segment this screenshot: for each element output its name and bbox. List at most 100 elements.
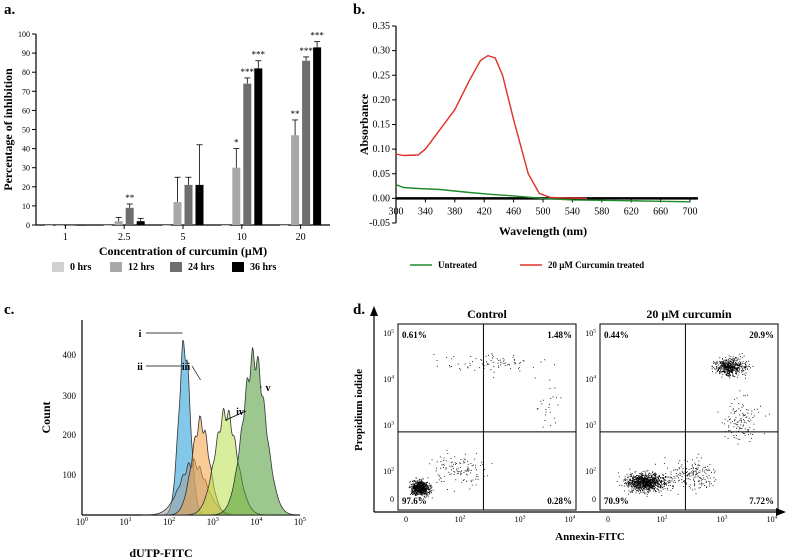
quadrant-value-lr: 7.72% bbox=[749, 496, 774, 506]
y-tick-label: -0.05 bbox=[369, 218, 390, 229]
plot-title: Control bbox=[467, 307, 507, 321]
y-tick-label: 200 bbox=[63, 430, 77, 440]
line-chart-absorbance: -0.05 0.00 0.05 0.10 0.15 0.20 0.25 0.30 0.35 300… bbox=[350, 0, 787, 290]
x-axis-title: Concentration of curcumin (µM) bbox=[99, 244, 267, 258]
x-tick-label: 300 bbox=[389, 206, 404, 217]
y-tick-label: 300 bbox=[63, 391, 77, 401]
significance-label: ** bbox=[291, 109, 301, 119]
x-tick-label: 580 bbox=[594, 206, 609, 217]
x-tick-label: 0 bbox=[404, 515, 408, 524]
y-tick-label: 0.10 bbox=[373, 144, 391, 155]
bar bbox=[78, 225, 86, 226]
y-tick-label: 0.25 bbox=[373, 70, 391, 81]
significance-label: *** bbox=[252, 50, 266, 60]
peak-label: v bbox=[266, 383, 271, 394]
scatter-annexin-pi: Propidium iodide Annexin-FITC Control 0.61%… bbox=[350, 300, 787, 559]
y-tick-label: 20 bbox=[22, 183, 30, 192]
quadrant-value-ul: 0.61% bbox=[402, 330, 427, 340]
x-tick-label: 620 bbox=[624, 206, 639, 217]
y-axis-title: Absorbance bbox=[357, 93, 371, 155]
y-tick-label: 0 bbox=[26, 221, 30, 230]
significance-label: ** bbox=[125, 193, 135, 203]
x-axis-title: dUTP-FITC bbox=[129, 546, 192, 559]
x-tick-label: 340 bbox=[418, 206, 433, 217]
x-tick-label: 500 bbox=[536, 206, 551, 217]
significance-label: *** bbox=[310, 31, 324, 41]
peak-label: i bbox=[139, 329, 142, 340]
x-tick-label: 102 bbox=[163, 516, 175, 527]
y-axis-title: Percentage of inhibition bbox=[1, 68, 15, 191]
bar bbox=[254, 68, 262, 225]
y-tick-label: 0.20 bbox=[373, 95, 391, 106]
y-tick-label: 104 bbox=[585, 374, 596, 384]
x-tick-label: 104 bbox=[565, 514, 576, 524]
scatter-points bbox=[409, 353, 562, 498]
y-tick-label: 0.35 bbox=[373, 21, 391, 32]
x-tick-label: 5 bbox=[181, 232, 186, 243]
y-tick-label: 102 bbox=[585, 466, 596, 476]
legend-label: 24 hrs bbox=[188, 262, 215, 273]
legend-swatch bbox=[110, 262, 122, 272]
bar bbox=[163, 225, 171, 226]
x-tick-label: 103 bbox=[207, 516, 219, 527]
y-tick-label: 0.15 bbox=[373, 120, 391, 131]
bar bbox=[174, 202, 182, 225]
bar bbox=[313, 47, 321, 225]
x-axis-title: Wavelength (nm) bbox=[499, 224, 587, 238]
bar-chart-inhibition: 01020304050607080901001 2.5**5 10*******20… bbox=[0, 0, 350, 290]
bar bbox=[291, 135, 299, 225]
legend-swatch bbox=[170, 262, 182, 272]
y-axis-title: Propidium iodide bbox=[353, 369, 365, 451]
x-tick-label: 100 bbox=[76, 516, 88, 527]
plot-frame bbox=[600, 324, 778, 510]
y-tick-label: 0.05 bbox=[373, 169, 391, 180]
y-tick-label: 70 bbox=[22, 87, 30, 96]
legend-label: 20 µM Curcumin treated bbox=[548, 260, 644, 270]
quadrant-value-ul: 0.44% bbox=[604, 330, 629, 340]
bar bbox=[126, 208, 134, 225]
x-tick-label: 104 bbox=[250, 516, 263, 527]
plot-frame bbox=[398, 324, 576, 510]
y-tick-label: 90 bbox=[22, 49, 30, 58]
y-tick-label: 60 bbox=[22, 106, 30, 115]
y-tick-label: 400 bbox=[63, 350, 77, 360]
y-tick-label: 0.30 bbox=[373, 46, 391, 57]
y-axis-title: Count bbox=[39, 401, 53, 433]
x-tick-label: 105 bbox=[294, 516, 306, 527]
y-tick-label: 103 bbox=[585, 420, 596, 430]
x-tick-label: 102 bbox=[455, 514, 466, 524]
quadrant-value-ll: 70.9% bbox=[604, 496, 629, 506]
peak-label-leader bbox=[192, 366, 201, 380]
bar bbox=[56, 225, 64, 226]
bar bbox=[104, 225, 112, 226]
y-tick-label: 104 bbox=[383, 374, 394, 384]
peak-label: ii bbox=[137, 362, 143, 373]
bar bbox=[115, 221, 123, 225]
bar bbox=[67, 225, 75, 226]
quadrant-value-lr: 0.28% bbox=[547, 496, 572, 506]
bar bbox=[185, 185, 193, 225]
significance-label: *** bbox=[241, 67, 255, 77]
bar bbox=[137, 221, 145, 225]
legend-swatch bbox=[232, 262, 244, 272]
y-tick-label: 100 bbox=[18, 30, 30, 39]
quadrant-value-ur: 20.9% bbox=[749, 330, 774, 340]
peak-label: iii bbox=[182, 362, 191, 373]
quadrant-value-ur: 1.48% bbox=[547, 330, 572, 340]
legend-label: 36 hrs bbox=[250, 262, 277, 273]
y-tick-label: 10 bbox=[22, 202, 30, 211]
x-tick-label: 103 bbox=[717, 514, 728, 524]
bar bbox=[221, 225, 229, 226]
legend-swatch bbox=[52, 262, 64, 272]
bar bbox=[196, 185, 204, 225]
y-tick-label: 50 bbox=[22, 126, 30, 135]
quadrant-value-ll: 97.6% bbox=[402, 496, 427, 506]
scatter-points bbox=[617, 353, 770, 497]
bar bbox=[243, 84, 251, 225]
bar bbox=[302, 61, 310, 225]
y-tick-label: 80 bbox=[22, 68, 30, 77]
bar bbox=[232, 168, 240, 225]
y-tick-label: 105 bbox=[383, 328, 394, 338]
x-tick-label: 10 bbox=[237, 232, 247, 243]
